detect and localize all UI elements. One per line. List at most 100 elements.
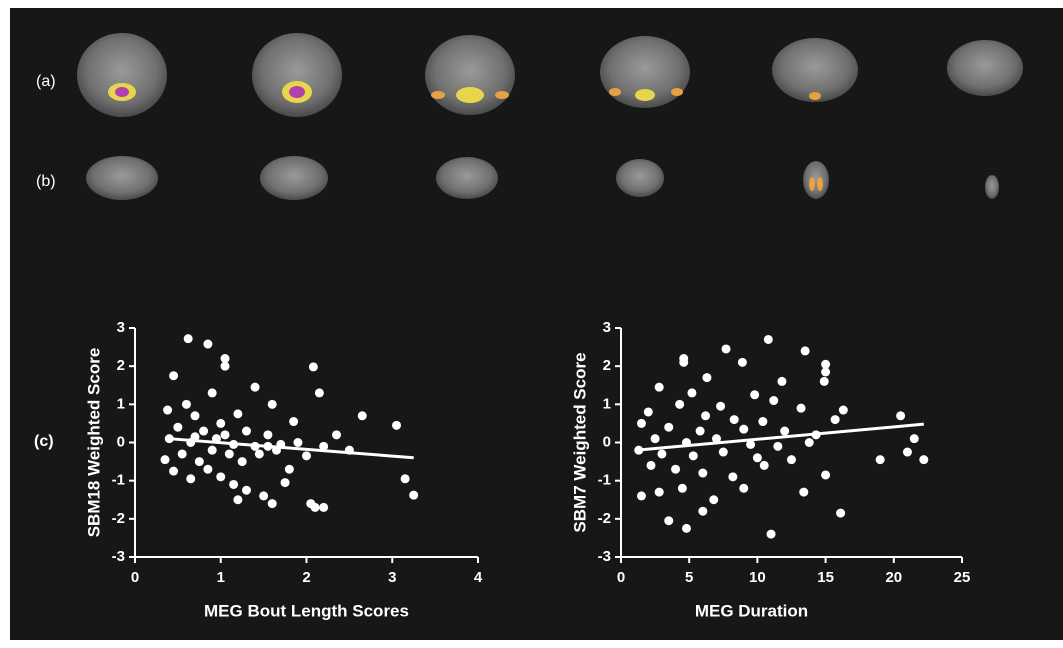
point	[698, 469, 707, 478]
activation	[431, 91, 445, 99]
point	[285, 465, 294, 474]
brain-slice	[947, 40, 1023, 96]
point	[319, 503, 328, 512]
point	[753, 453, 762, 462]
point	[698, 507, 707, 516]
brain-slice	[77, 33, 167, 117]
point	[255, 449, 264, 458]
point	[251, 383, 260, 392]
point	[767, 530, 776, 539]
point	[195, 457, 204, 466]
point	[392, 421, 401, 430]
point	[728, 472, 737, 481]
brain-slice	[436, 157, 498, 199]
point	[655, 488, 664, 497]
point	[208, 388, 217, 397]
activation	[495, 91, 509, 99]
point	[199, 427, 208, 436]
point	[655, 383, 664, 392]
point	[716, 402, 725, 411]
point	[750, 390, 759, 399]
point	[687, 388, 696, 397]
point	[797, 404, 806, 413]
y-tick-label: -2	[112, 510, 125, 527]
point	[769, 396, 778, 405]
point	[664, 516, 673, 525]
point	[161, 455, 170, 464]
y-tick-label: -3	[598, 548, 611, 565]
panel-label: (b)	[36, 173, 56, 190]
x-tick-label: 15	[817, 569, 834, 586]
y-tick-label: 2	[603, 357, 611, 374]
point	[702, 373, 711, 382]
point	[777, 377, 786, 386]
panel-label: (a)	[36, 73, 56, 90]
y-axis-label: SBM18 Weighted Score	[84, 348, 103, 538]
point	[173, 423, 182, 432]
activation	[115, 87, 129, 97]
brain-slice	[260, 156, 328, 200]
point	[221, 430, 230, 439]
point	[281, 478, 290, 487]
point	[678, 484, 687, 493]
point	[203, 465, 212, 474]
panel-label: (c)	[34, 433, 54, 450]
brain-slice	[985, 175, 999, 199]
point	[191, 411, 200, 420]
point	[719, 448, 728, 457]
y-tick-label: 1	[603, 395, 611, 412]
y-tick-label: 2	[117, 357, 125, 374]
y-tick-label: 0	[117, 433, 125, 450]
x-axis-label: MEG Bout Length Scores	[204, 601, 409, 620]
activation	[817, 177, 823, 191]
point	[651, 434, 660, 443]
point	[242, 486, 251, 495]
point	[657, 449, 666, 458]
y-tick-label: 1	[117, 395, 125, 412]
point	[401, 474, 410, 483]
point	[309, 362, 318, 371]
point	[178, 449, 187, 458]
point	[315, 388, 324, 397]
point	[820, 377, 829, 386]
point	[169, 467, 178, 476]
point	[229, 480, 238, 489]
y-tick-label: -1	[112, 472, 125, 489]
point	[709, 495, 718, 504]
background	[10, 8, 1063, 640]
brain-slice	[803, 161, 829, 199]
point	[664, 423, 673, 432]
point	[216, 419, 225, 428]
point	[919, 455, 928, 464]
point	[242, 427, 251, 436]
point	[896, 411, 905, 420]
x-tick-label: 1	[217, 569, 225, 586]
point	[203, 340, 212, 349]
x-tick-label: 25	[954, 569, 971, 586]
y-tick-label: -1	[598, 472, 611, 489]
point	[764, 335, 773, 344]
point	[682, 524, 691, 533]
point	[233, 495, 242, 504]
point	[163, 406, 172, 415]
point	[311, 503, 320, 512]
x-tick-label: 0	[131, 569, 139, 586]
point	[268, 400, 277, 409]
activation	[809, 177, 815, 191]
activation	[809, 92, 821, 100]
point	[739, 425, 748, 434]
y-axis-label: SBM7 Weighted Score	[570, 352, 589, 532]
point	[644, 407, 653, 416]
point	[876, 455, 885, 464]
point	[186, 474, 195, 483]
point	[821, 367, 830, 376]
activation	[671, 88, 683, 96]
brain-slice	[616, 159, 664, 197]
point	[233, 409, 242, 418]
point	[358, 411, 367, 420]
y-tick-label: 0	[603, 433, 611, 450]
point	[831, 415, 840, 424]
y-tick-label: -3	[112, 548, 125, 565]
point	[836, 509, 845, 518]
y-tick-label: 3	[603, 319, 611, 336]
